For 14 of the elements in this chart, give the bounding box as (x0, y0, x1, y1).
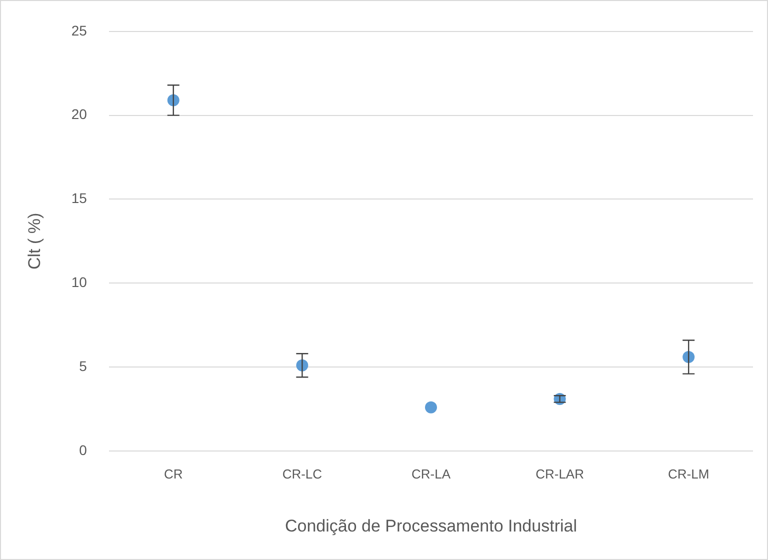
x-tick-label: CR-LAR (536, 466, 584, 482)
point (424, 401, 437, 414)
x-tick-label: CR-LC (282, 466, 322, 482)
y-tick-label: 0 (79, 442, 88, 458)
y-tick-label: 25 (71, 22, 88, 38)
x-axis-title: Condição de Processamento Industrial (284, 516, 577, 536)
x-tick-label: CR-LA (411, 466, 451, 482)
x-tick-label: CR (164, 466, 183, 482)
x-tick-label: CR-LM (668, 466, 710, 482)
y-axis-title: Clt ( %) (24, 212, 44, 270)
y-tick-label: 5 (79, 358, 88, 374)
y-tick-label: 10 (71, 274, 88, 290)
y-tick-label: 20 (71, 106, 88, 122)
y-tick-label: 15 (71, 190, 88, 206)
